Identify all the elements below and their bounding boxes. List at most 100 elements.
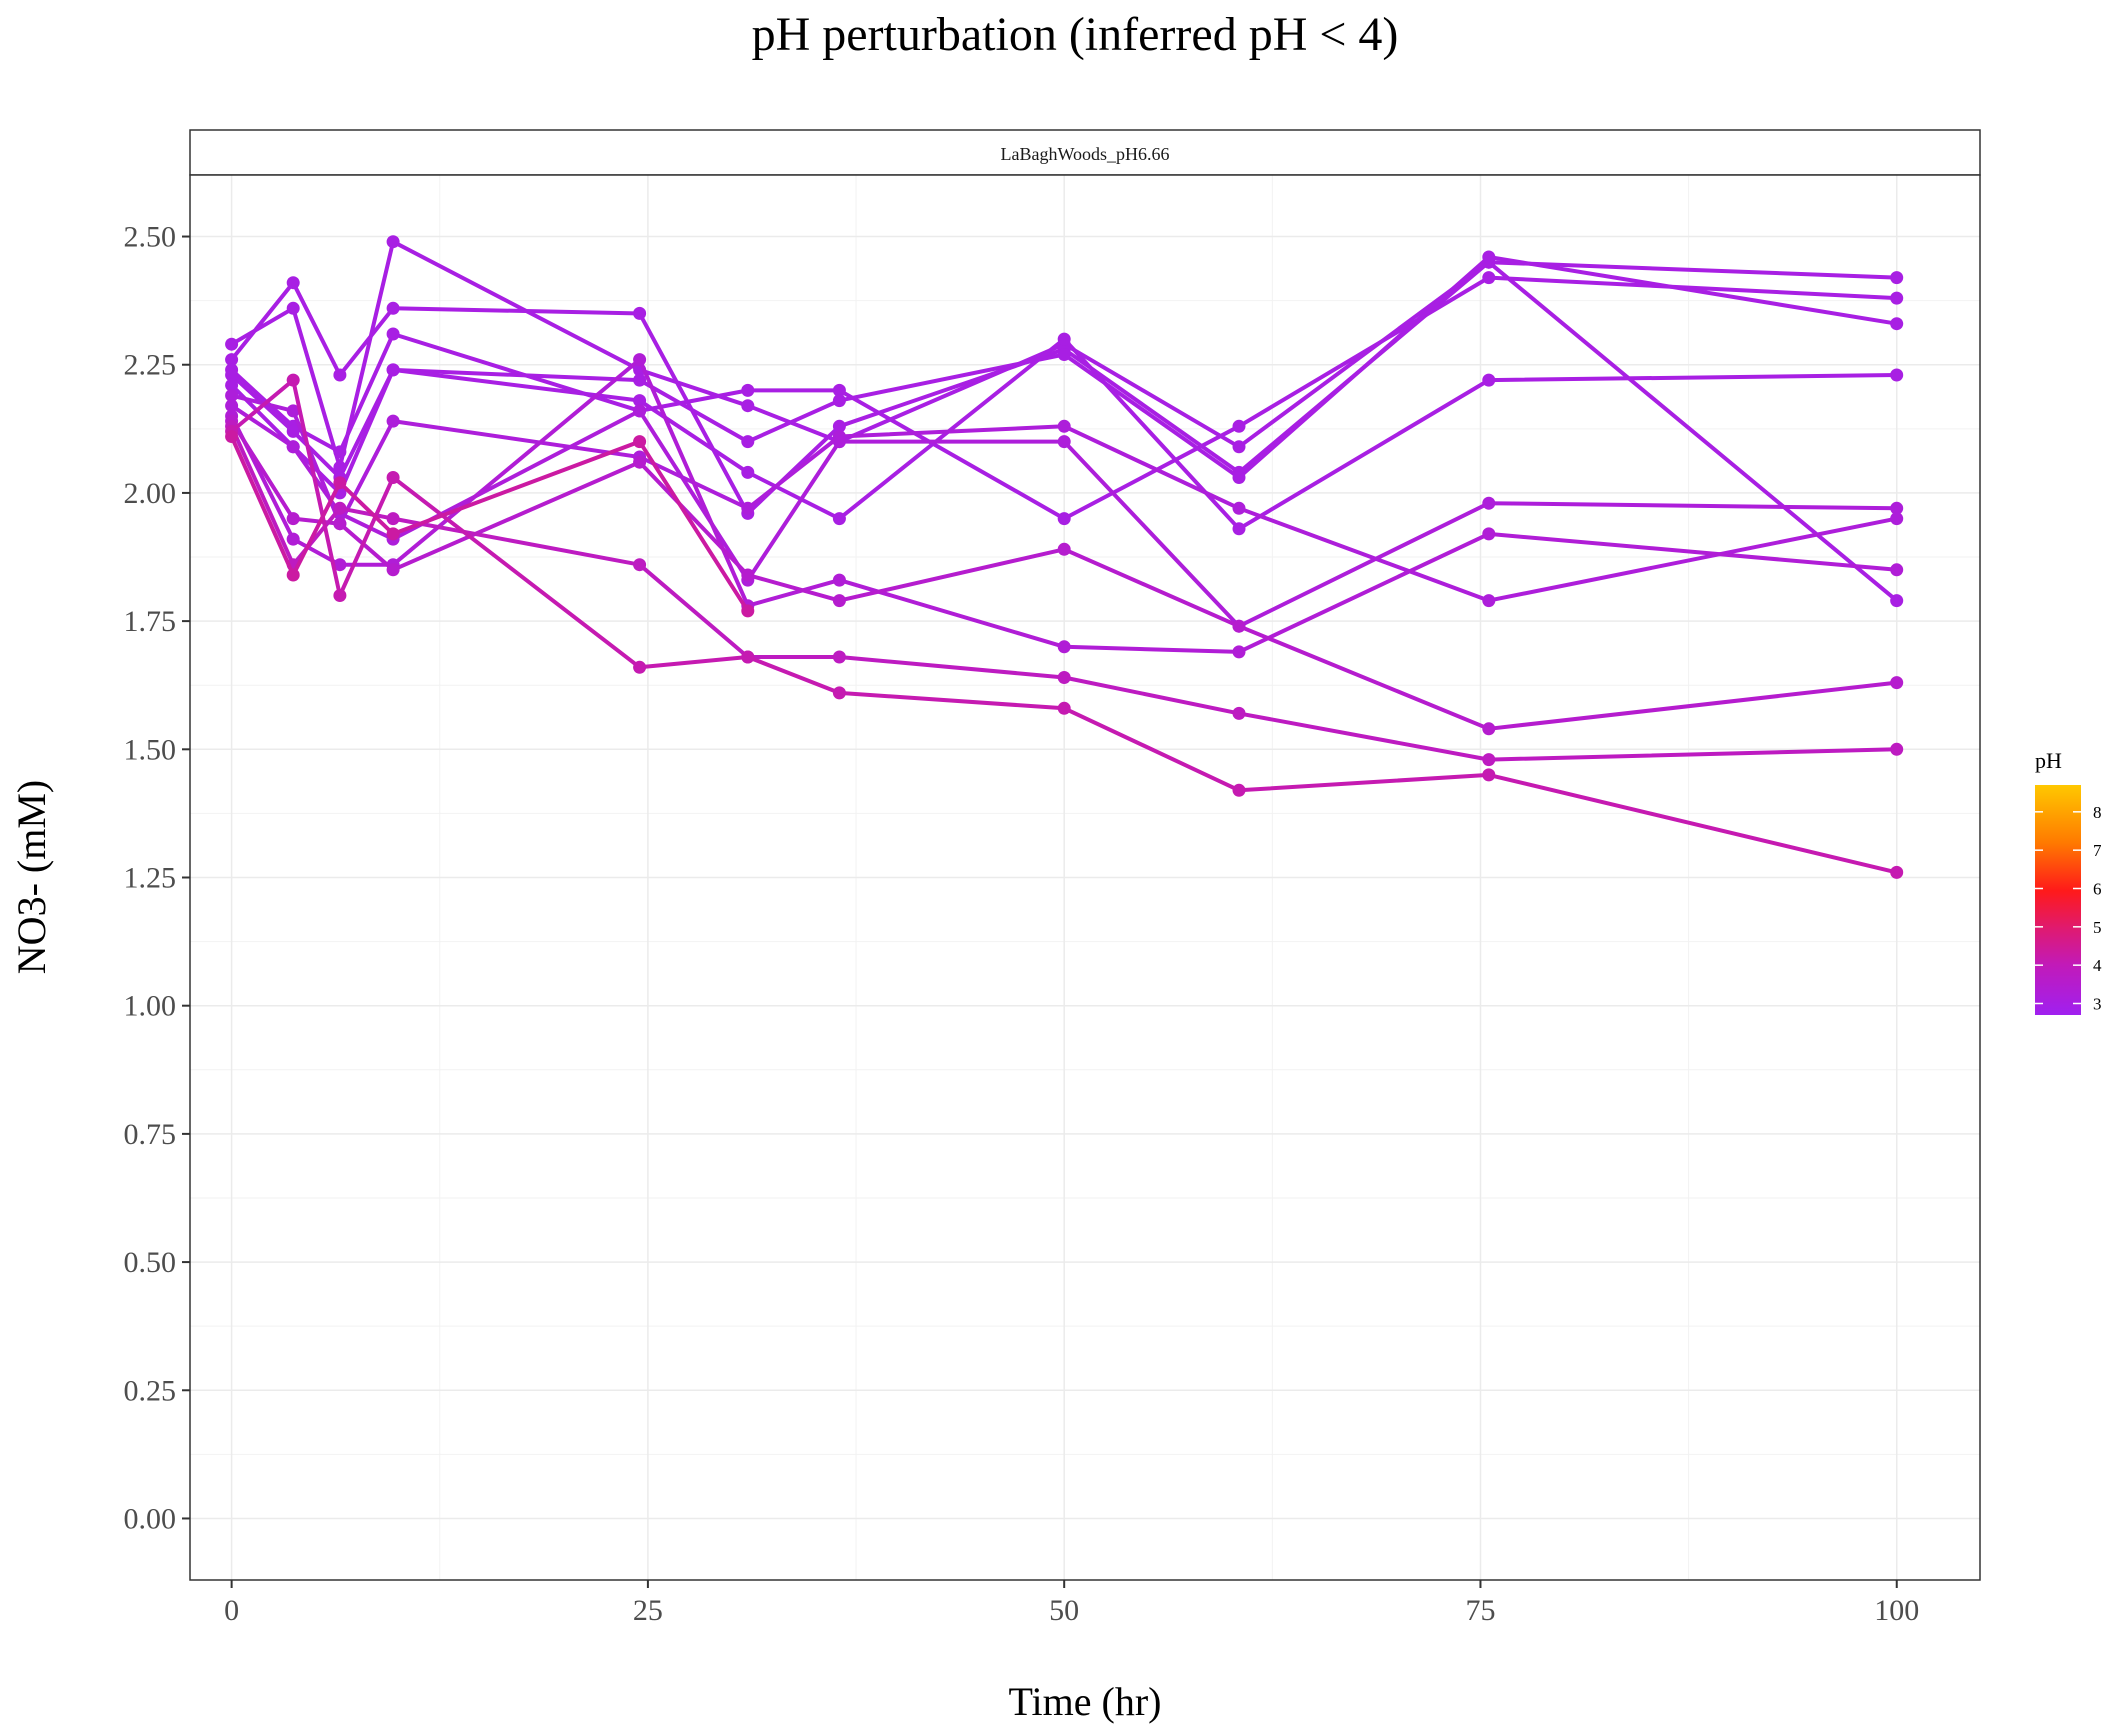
x-axis-title: Time (hr) [1009,1679,1162,1724]
data-point [741,650,755,664]
data-point [386,527,400,541]
legend: pH 3 4 5 6 7 8 [2035,748,2102,1015]
series-layer [225,235,1904,879]
data-point [741,383,755,397]
x-tick-label: 50 [1049,1594,1079,1627]
y-tick-label: 1.50 [124,733,177,766]
data-point [333,445,347,459]
data-point [1482,768,1496,782]
data-point [225,353,239,367]
data-point [1057,332,1071,346]
data-point [386,563,400,577]
data-point [1482,527,1496,541]
data-point [832,650,846,664]
data-point [286,301,300,315]
data-point [832,594,846,608]
data-point [832,383,846,397]
data-point [633,404,647,418]
data-point [633,306,647,320]
data-point [1232,783,1246,797]
data-point [386,235,400,249]
data-point [832,419,846,433]
data-point [1482,250,1496,264]
data-point [1890,317,1904,331]
data-point [1482,753,1496,767]
data-point [386,471,400,484]
data-point [286,568,300,582]
data-point [741,568,755,582]
data-point [286,440,300,454]
x-tick-label: 25 [633,1594,663,1627]
legend-ticks: 3 4 5 6 7 8 [2035,803,2102,1014]
data-point [633,435,647,449]
data-point [1232,440,1246,454]
y-tick-label: 2.50 [124,221,177,254]
data-point [225,337,239,351]
data-point [286,373,300,387]
data-point [286,424,300,438]
legend-tick-label: 4 [2093,956,2102,975]
data-point [1482,373,1496,387]
legend-tick-label: 3 [2093,995,2102,1014]
legend-tick-label: 6 [2093,880,2102,899]
data-point [1890,865,1904,879]
y-axis: 0.00 0.25 0.50 0.75 1.00 1.25 1.50 1.75 2.00 2.25… [124,221,190,1535]
data-point [1232,419,1246,433]
data-point [832,435,846,449]
data-point [1890,676,1904,690]
data-point [1890,271,1904,285]
data-point [1482,594,1496,608]
data-point [1057,671,1071,684]
data-point [386,301,400,315]
data-point [633,373,647,387]
data-point [386,512,400,526]
data-point [1057,419,1071,433]
data-point [225,389,239,402]
y-tick-label: 0.75 [124,1118,177,1151]
data-point [333,558,347,572]
data-point [1890,594,1904,608]
series-11 [225,373,1904,879]
data-point [1057,701,1071,715]
data-point [633,558,647,572]
data-point [1057,435,1071,449]
data-point [1057,512,1071,526]
data-point [225,399,239,413]
data-point [741,604,755,618]
data-point [1890,512,1904,526]
data-point [832,512,846,526]
data-point [1890,368,1904,382]
data-point [832,686,846,700]
data-point [386,327,400,341]
data-point [1232,706,1246,720]
data-point [1232,501,1246,515]
grid-major [190,175,1980,1580]
data-point [386,363,400,377]
series-line [229,435,750,612]
x-tick-label: 0 [224,1594,239,1627]
y-tick-label: 2.00 [124,477,177,510]
data-point [741,501,755,515]
data-point [286,532,300,546]
data-point [1890,563,1904,577]
legend-title: pH [2035,748,2062,773]
data-point [286,276,300,290]
facet-strip [189,129,1981,176]
data-point [633,660,647,674]
data-point [1232,522,1246,536]
y-tick-label: 0.50 [124,1246,177,1279]
data-point [1057,348,1071,361]
data-point [741,435,755,449]
legend-tick-label: 8 [2093,803,2102,822]
data-point [225,368,239,382]
data-point [333,517,347,531]
data-point [333,368,347,382]
data-point [832,394,846,408]
x-tick-label: 100 [1874,1594,1919,1627]
series-12 [225,430,755,618]
data-point [286,512,300,526]
data-point [386,414,400,428]
data-point [225,378,239,392]
data-point [1232,645,1246,659]
